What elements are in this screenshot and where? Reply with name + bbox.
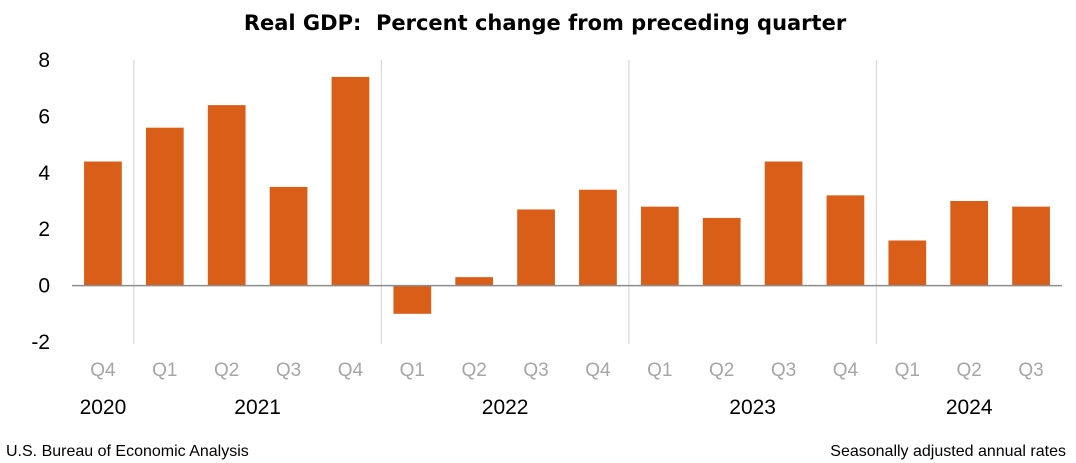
source-note: U.S. Bureau of Economic Analysis (6, 443, 249, 460)
x-tick-label: Q2 (214, 360, 239, 381)
y-tick-label: 4 (38, 162, 50, 185)
y-tick-label: -2 (31, 331, 50, 354)
year-label: 2022 (482, 396, 529, 419)
bar (84, 161, 122, 286)
bar (826, 195, 865, 286)
x-tick-label: Q3 (1018, 360, 1043, 381)
x-tick-label: Q2 (462, 360, 487, 381)
x-tick-label: Q2 (957, 360, 982, 381)
x-tick-label: Q2 (709, 360, 734, 381)
bar (1012, 206, 1050, 286)
x-tick-label: Q3 (523, 360, 548, 381)
x-tick-label: Q4 (833, 360, 859, 381)
x-tick-label: Q3 (771, 360, 796, 381)
x-tick-label: Q1 (895, 360, 920, 381)
x-tick-label: Q1 (400, 360, 425, 381)
x-tick-label: Q4 (338, 360, 364, 381)
seasonal-note: Seasonally adjusted annual rates (830, 443, 1066, 460)
y-tick-label: 0 (38, 275, 50, 298)
bar (640, 206, 679, 286)
bar (950, 201, 989, 286)
x-tick-label: Q4 (90, 360, 116, 381)
year-label: 2021 (234, 396, 281, 419)
y-tick-label: 6 (38, 105, 50, 128)
x-tick-label: Q1 (152, 360, 177, 381)
year-label: 2020 (80, 396, 127, 419)
x-axis-year-labels: 2020 2021 2022 2023 2024 (80, 396, 993, 419)
chart-title: Real GDP: Percent change from preceding … (244, 11, 847, 35)
year-label: 2024 (946, 396, 993, 419)
x-tick-label: Q3 (276, 360, 301, 381)
bar (764, 161, 803, 286)
bar (269, 186, 308, 286)
bar (331, 76, 370, 286)
bar (145, 127, 184, 286)
y-tick-label: 2 (38, 218, 50, 241)
bar (702, 217, 741, 286)
x-tick-label: Q4 (585, 360, 611, 381)
y-tick-label: 8 (38, 49, 50, 72)
bar (393, 285, 432, 314)
x-tick-label: Q1 (647, 360, 672, 381)
bar (579, 189, 617, 286)
bars (84, 76, 1050, 314)
bar (517, 209, 555, 286)
x-axis-quarter-labels: Q4 Q1 Q2 Q3 Q4 Q1 Q2 Q3 Q4 Q1 Q2 Q3 Q4 Q1 Q2 Q3 (90, 360, 1043, 381)
bar (888, 240, 927, 286)
year-dividers (133, 60, 877, 344)
bar (455, 277, 494, 286)
bar (207, 105, 246, 286)
y-axis-ticks: 8 6 4 2 0 -2 (31, 49, 50, 354)
year-label: 2023 (729, 396, 776, 419)
